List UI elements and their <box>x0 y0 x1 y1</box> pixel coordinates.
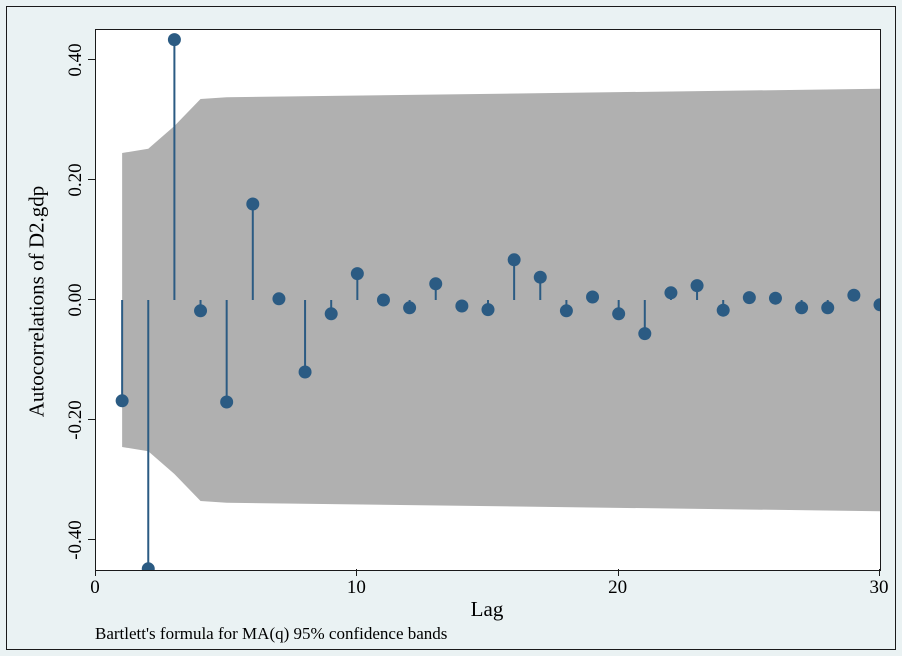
acf-marker <box>168 33 181 46</box>
y-axis-label: Autocorrelations of D2.gdp <box>25 172 50 432</box>
y-tick <box>88 419 95 420</box>
acf-marker <box>769 292 782 305</box>
acf-marker <box>299 366 312 379</box>
acf-marker <box>142 562 155 570</box>
y-tick <box>88 179 95 180</box>
y-tick <box>88 299 95 300</box>
acf-marker <box>116 394 129 407</box>
acf-marker <box>429 277 442 290</box>
acf-marker <box>743 291 756 304</box>
confidence-band <box>122 89 880 511</box>
x-tick-label: 10 <box>347 577 366 599</box>
acf-marker <box>560 304 573 317</box>
x-tick-label: 20 <box>608 577 627 599</box>
y-tick-label: 0.20 <box>65 155 87 205</box>
acf-marker <box>272 292 285 305</box>
plot-svg <box>96 30 880 570</box>
acf-marker <box>246 198 259 211</box>
y-tick-label: -0.20 <box>65 395 87 445</box>
acf-marker <box>482 303 495 316</box>
x-tick <box>95 569 96 576</box>
acf-marker <box>455 300 468 313</box>
x-tick <box>879 569 880 576</box>
x-tick <box>356 569 357 576</box>
x-tick <box>618 569 619 576</box>
y-tick-label: 0.00 <box>65 275 87 325</box>
acf-marker <box>847 289 860 302</box>
x-tick-label: 30 <box>870 577 889 599</box>
acf-marker <box>821 301 834 314</box>
acf-marker <box>586 291 599 304</box>
acf-marker <box>534 271 547 284</box>
acf-marker <box>508 253 521 266</box>
y-tick <box>88 59 95 60</box>
acf-marker <box>795 301 808 314</box>
acf-marker <box>612 307 625 320</box>
chart-caption: Bartlett's formula for MA(q) 95% confide… <box>95 624 447 644</box>
acf-marker <box>717 304 730 317</box>
acf-marker <box>220 396 233 409</box>
y-tick-label: -0.40 <box>65 515 87 565</box>
acf-marker <box>403 301 416 314</box>
acf-marker <box>664 286 677 299</box>
acf-marker <box>638 327 651 340</box>
x-axis-label: Lag <box>471 597 504 622</box>
plot-area <box>95 29 881 571</box>
acf-marker <box>325 307 338 320</box>
x-tick-label: 0 <box>90 577 100 599</box>
acf-marker <box>691 279 704 292</box>
y-tick-label: 0.40 <box>65 35 87 85</box>
acf-marker <box>194 304 207 317</box>
acf-marker <box>377 294 390 307</box>
y-tick <box>88 539 95 540</box>
acf-marker <box>351 267 364 280</box>
chart-frame: -0.40 -0.20 0.00 0.20 0.40 0 10 20 30 Autocorre… <box>6 6 896 650</box>
